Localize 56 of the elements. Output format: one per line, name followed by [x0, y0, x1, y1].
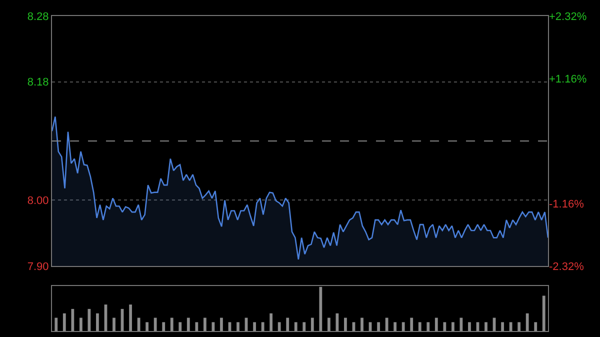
- y-tick-label: 7.90: [27, 260, 49, 273]
- bar: [360, 318, 364, 331]
- bar: [410, 318, 414, 331]
- bar: [501, 322, 504, 331]
- bar: [62, 313, 66, 331]
- bar: [385, 318, 388, 331]
- y2-tick-label: +1.16%: [549, 73, 587, 86]
- bar: [426, 322, 430, 331]
- bar: [418, 322, 422, 331]
- bar: [443, 322, 446, 331]
- bar: [261, 322, 264, 331]
- bar: [518, 322, 521, 331]
- bar: [327, 318, 330, 331]
- bar: [137, 318, 140, 331]
- bar: [526, 313, 529, 331]
- bar: [220, 318, 223, 331]
- y-tick-label: 8.18: [27, 76, 49, 89]
- bar: [236, 322, 240, 331]
- bar: [54, 318, 58, 331]
- bar: [162, 322, 166, 331]
- bar: [534, 322, 538, 331]
- bar: [178, 322, 182, 331]
- y-tick-label: 8.00: [27, 195, 49, 208]
- y2-tick-label: -1.16%: [549, 198, 584, 210]
- bar: [253, 322, 256, 331]
- bar: [468, 322, 471, 331]
- bar: [394, 322, 397, 331]
- bar: [112, 318, 116, 331]
- bar: [451, 322, 454, 331]
- bar: [294, 322, 298, 331]
- bar: [154, 318, 157, 331]
- bar: [434, 318, 438, 331]
- bar: [344, 318, 347, 331]
- bar: [542, 296, 546, 331]
- bar: [278, 322, 281, 331]
- bar: [377, 322, 380, 331]
- bar: [310, 318, 314, 331]
- bar: [129, 304, 132, 331]
- y2-tick-label: -2.32%: [549, 260, 584, 273]
- bar: [96, 313, 99, 331]
- bar: [402, 322, 405, 331]
- bar: [286, 318, 290, 331]
- bar: [319, 286, 322, 331]
- y-tick-label: 8.28: [27, 10, 49, 23]
- bar: [484, 322, 488, 331]
- bar: [79, 318, 82, 331]
- bar: [186, 318, 190, 331]
- bar: [146, 322, 149, 331]
- bar: [71, 308, 74, 331]
- bar: [195, 322, 198, 331]
- bar: [509, 322, 512, 331]
- bar: [203, 318, 206, 331]
- bar: [302, 322, 306, 331]
- y2-tick-label: +2.32%: [549, 10, 587, 23]
- bar: [170, 318, 174, 331]
- bar: [270, 313, 273, 331]
